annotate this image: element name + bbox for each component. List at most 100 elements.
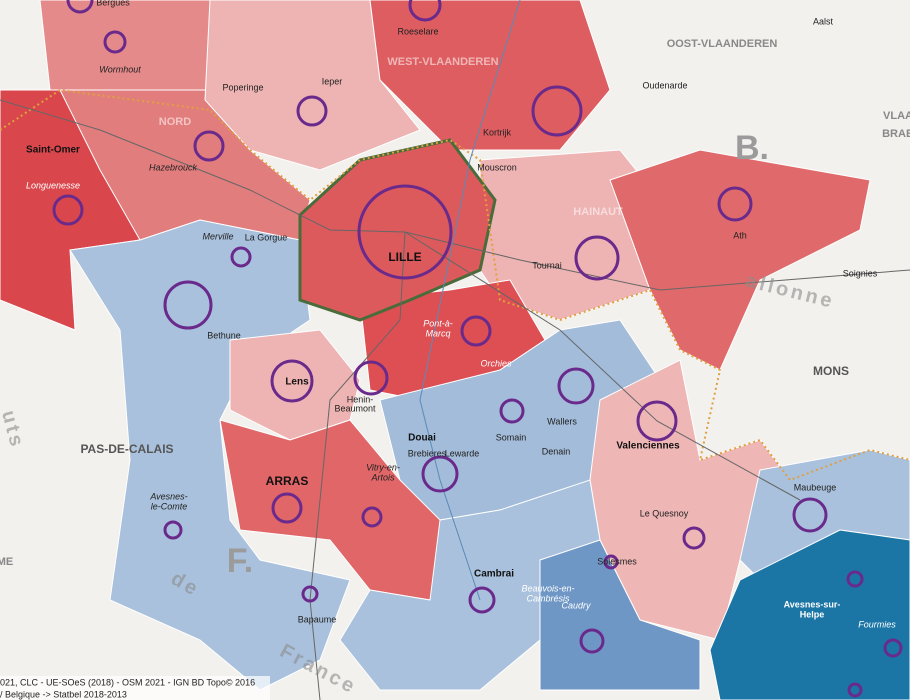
road xyxy=(0,99,910,291)
place-label: ME xyxy=(0,556,13,568)
place-label: Denain xyxy=(542,446,571,456)
place-label: Hazebrouck xyxy=(149,162,198,172)
symbols xyxy=(52,0,903,698)
place-label: Avesnes- xyxy=(149,491,187,501)
place-label: Artois xyxy=(370,472,395,482)
place-label: Le Quesnoy xyxy=(640,508,689,518)
source-text: 021, CLC - UE-SOeS (2018) - OSM 2021 - I… xyxy=(0,677,255,687)
proportional-symbol xyxy=(579,628,605,654)
place-label: La Gorgue xyxy=(245,232,288,242)
place-label: Maubeuge xyxy=(794,482,837,492)
place-label: Marcq xyxy=(425,328,450,338)
proportional-symbol xyxy=(163,280,213,330)
road xyxy=(404,231,801,501)
proportional-symbol xyxy=(499,398,525,424)
place-label: Orchies xyxy=(480,358,512,368)
proportional-symbol xyxy=(603,554,619,570)
place-label: Somain xyxy=(496,432,527,442)
place-label: Lens xyxy=(285,377,309,388)
place-label: Solesmes xyxy=(597,556,637,566)
place-label: Cambrésis xyxy=(526,593,570,603)
place-label: Valenciennes xyxy=(616,441,680,452)
place-label: Merville xyxy=(202,231,233,241)
place-label: Brebieres xyxy=(408,448,447,458)
proportional-symbol xyxy=(193,130,225,162)
place-label: Tournai xyxy=(532,260,562,270)
place-label: VLAA xyxy=(883,110,910,122)
proportional-symbol xyxy=(468,586,496,614)
place-label: WEST-VLAANDEREN xyxy=(387,56,498,68)
country-border xyxy=(0,88,910,482)
proportional-symbol xyxy=(421,455,459,493)
proportional-symbol xyxy=(353,360,389,396)
proportional-symbol xyxy=(460,315,492,347)
place-label: Ieper xyxy=(322,76,343,86)
place-label: uts xyxy=(0,408,28,451)
proportional-symbol xyxy=(408,0,442,22)
proportional-symbol xyxy=(301,585,319,603)
place-label: Beaumont xyxy=(334,403,376,413)
place-label: PAS-DE-CALAIS xyxy=(80,442,173,456)
proportional-symbol xyxy=(163,520,183,540)
place-label: le-Comte xyxy=(151,501,188,511)
proportional-symbol xyxy=(883,638,903,658)
place-label: Cambrai xyxy=(474,569,514,580)
place-label: Helpe xyxy=(800,609,825,619)
proportional-symbol xyxy=(270,359,314,403)
proportional-symbol xyxy=(230,246,252,268)
place-label: Aalst xyxy=(813,16,834,26)
place-label: Bethune xyxy=(207,330,241,340)
place-label: LILLE xyxy=(388,250,421,264)
place-label: Douai xyxy=(408,433,436,444)
place-label: Wallers xyxy=(547,416,577,426)
place-label: Longuenesse xyxy=(26,180,80,190)
proportional-symbol xyxy=(847,682,863,698)
place-label: Vitry-en- xyxy=(366,462,400,472)
place-label: Fourmies xyxy=(858,619,896,629)
place-label: F. xyxy=(227,542,253,580)
place-label: Ath xyxy=(733,230,747,240)
place-label: Beauvois-en- xyxy=(521,583,574,593)
place-label: Bergues xyxy=(96,0,130,7)
proportional-symbol xyxy=(574,235,620,281)
proportional-symbol xyxy=(531,85,583,137)
place-label: Saint-Omer xyxy=(26,145,80,156)
road xyxy=(419,0,521,601)
place-label: Soignies xyxy=(843,268,878,278)
proportional-symbol xyxy=(103,30,127,54)
place-label: Caudry xyxy=(561,600,591,610)
source-backdrop xyxy=(0,676,270,700)
place-label: Oudenarde xyxy=(642,80,687,90)
region xyxy=(539,539,701,691)
place-label: NORD xyxy=(159,116,191,128)
place-label: BRAB xyxy=(882,128,910,140)
proportional-symbol xyxy=(66,0,94,14)
proportional-symbol xyxy=(636,400,678,442)
proportional-symbol xyxy=(271,492,303,524)
place-label: HAINAUT xyxy=(573,206,623,218)
place-label: OOST-VLAANDEREN xyxy=(667,38,778,50)
proportional-symbol xyxy=(717,186,753,222)
proportional-symbol xyxy=(557,367,595,405)
place-label: B. xyxy=(735,129,769,167)
place-label: Kortrijk xyxy=(483,127,512,137)
source-text: / Belgique -> Statbel 2018-2013 xyxy=(0,689,127,699)
proportional-symbol xyxy=(296,95,328,127)
place-label: Lewarde xyxy=(445,448,480,458)
place-label: Mouscron xyxy=(477,162,517,172)
place-label: Pont-à- xyxy=(423,318,453,328)
place-label: Henin- xyxy=(347,394,374,404)
proportional-symbol xyxy=(357,184,453,280)
proportional-symbol xyxy=(846,570,864,588)
place-label: Avesnes-sur- xyxy=(784,599,841,609)
place-label: MONS xyxy=(813,364,849,378)
region xyxy=(609,149,871,371)
place-label: Roeselare xyxy=(397,26,438,36)
proportional-symbol xyxy=(361,506,383,528)
place-label: Bapaume xyxy=(298,614,337,624)
region xyxy=(369,0,611,151)
place-label: allonne xyxy=(743,270,837,313)
proportional-symbol xyxy=(52,194,84,226)
